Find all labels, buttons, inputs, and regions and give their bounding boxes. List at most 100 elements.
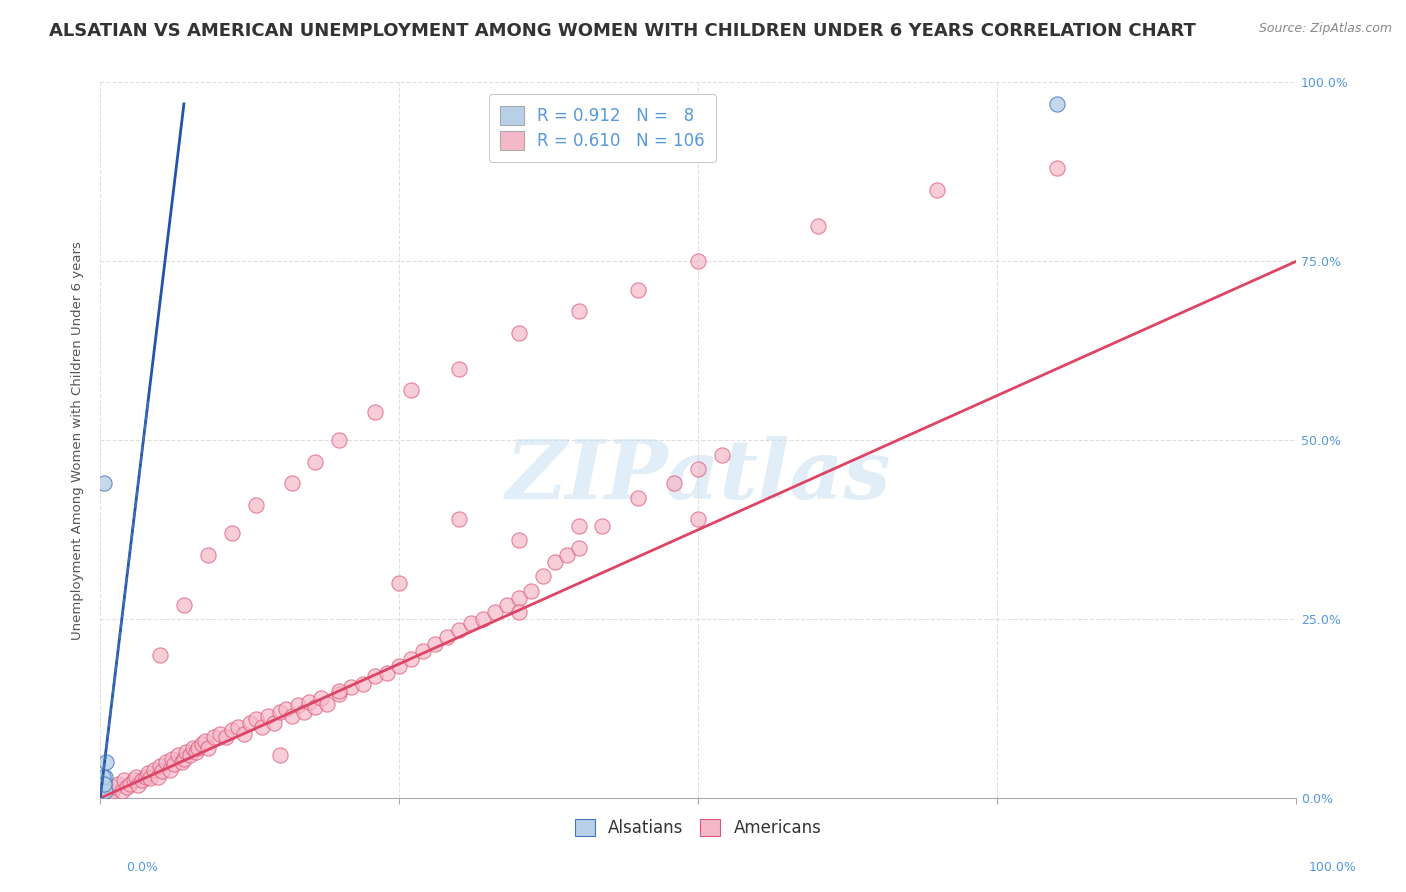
Point bbox=[280, 709, 302, 723]
Point bbox=[711, 448, 734, 462]
Point bbox=[208, 727, 231, 741]
Point bbox=[364, 669, 387, 683]
Point bbox=[664, 476, 686, 491]
Point bbox=[91, 770, 114, 784]
Point bbox=[197, 741, 219, 756]
Point bbox=[127, 778, 149, 792]
Point bbox=[688, 512, 710, 526]
Point bbox=[136, 766, 159, 780]
Point bbox=[316, 697, 339, 711]
Point bbox=[269, 705, 291, 719]
Point bbox=[96, 788, 118, 802]
Point bbox=[508, 605, 530, 619]
Point bbox=[328, 683, 350, 698]
Point bbox=[447, 512, 470, 526]
Point bbox=[807, 219, 830, 233]
Point bbox=[274, 701, 297, 715]
Point bbox=[592, 519, 614, 533]
Point bbox=[155, 756, 177, 770]
Point bbox=[96, 756, 118, 770]
Text: ZIPatlas: ZIPatlas bbox=[505, 436, 891, 516]
Point bbox=[184, 745, 207, 759]
Point bbox=[555, 548, 578, 562]
Point bbox=[567, 519, 589, 533]
Point bbox=[304, 455, 326, 469]
Point bbox=[245, 713, 267, 727]
Point bbox=[179, 748, 201, 763]
Point bbox=[173, 598, 195, 612]
Point bbox=[543, 555, 565, 569]
Point bbox=[173, 752, 195, 766]
Point bbox=[508, 326, 530, 340]
Point bbox=[221, 526, 243, 541]
Point bbox=[567, 541, 589, 555]
Text: ALSATIAN VS AMERICAN UNEMPLOYMENT AMONG WOMEN WITH CHILDREN UNDER 6 YEARS CORREL: ALSATIAN VS AMERICAN UNEMPLOYMENT AMONG … bbox=[49, 22, 1197, 40]
Point bbox=[447, 361, 470, 376]
Point bbox=[135, 770, 157, 784]
Point bbox=[107, 777, 129, 791]
Point bbox=[221, 723, 243, 738]
Point bbox=[1046, 96, 1069, 111]
Point bbox=[495, 598, 517, 612]
Point bbox=[280, 476, 302, 491]
Point bbox=[412, 644, 434, 658]
Point bbox=[202, 731, 225, 745]
Point bbox=[163, 756, 186, 771]
Point bbox=[1046, 161, 1069, 176]
Point bbox=[170, 756, 193, 770]
Point bbox=[94, 784, 117, 798]
Point bbox=[263, 716, 285, 731]
Point bbox=[627, 283, 650, 297]
Point bbox=[139, 771, 162, 785]
Point bbox=[93, 777, 115, 791]
Point bbox=[508, 533, 530, 548]
Point bbox=[298, 694, 321, 708]
Point bbox=[364, 405, 387, 419]
Point bbox=[460, 615, 482, 630]
Point bbox=[245, 498, 267, 512]
Point bbox=[122, 773, 145, 788]
Point bbox=[388, 576, 411, 591]
Point bbox=[567, 304, 589, 318]
Point bbox=[399, 651, 422, 665]
Point bbox=[328, 687, 350, 701]
Point bbox=[159, 763, 181, 777]
Point bbox=[436, 630, 458, 644]
Text: 100.0%: 100.0% bbox=[1309, 861, 1357, 874]
Point bbox=[103, 780, 125, 795]
Point bbox=[399, 383, 422, 397]
Point bbox=[120, 777, 142, 791]
Point bbox=[176, 745, 198, 759]
Point bbox=[111, 784, 134, 798]
Point bbox=[183, 741, 205, 756]
Point bbox=[471, 612, 494, 626]
Point bbox=[287, 698, 309, 712]
Point bbox=[352, 676, 374, 690]
Point bbox=[388, 658, 411, 673]
Text: 0.0%: 0.0% bbox=[127, 861, 159, 874]
Point bbox=[292, 705, 315, 719]
Point bbox=[149, 759, 172, 773]
Point bbox=[304, 699, 326, 714]
Point bbox=[187, 741, 209, 756]
Point bbox=[131, 773, 153, 788]
Point bbox=[226, 720, 249, 734]
Point bbox=[94, 770, 117, 784]
Point bbox=[146, 770, 169, 784]
Point bbox=[167, 748, 190, 763]
Point bbox=[311, 690, 333, 705]
Point bbox=[112, 773, 135, 788]
Point bbox=[688, 462, 710, 476]
Point bbox=[194, 734, 217, 748]
Point bbox=[197, 548, 219, 562]
Point bbox=[519, 583, 541, 598]
Point bbox=[927, 183, 949, 197]
Point bbox=[115, 780, 138, 795]
Point bbox=[232, 727, 254, 741]
Point bbox=[328, 434, 350, 448]
Point bbox=[191, 738, 214, 752]
Legend: Alsatians, Americans: Alsatians, Americans bbox=[568, 812, 828, 844]
Y-axis label: Unemployment Among Women with Children Under 6 years: Unemployment Among Women with Children U… bbox=[72, 241, 84, 640]
Point bbox=[93, 476, 115, 491]
Point bbox=[375, 665, 398, 680]
